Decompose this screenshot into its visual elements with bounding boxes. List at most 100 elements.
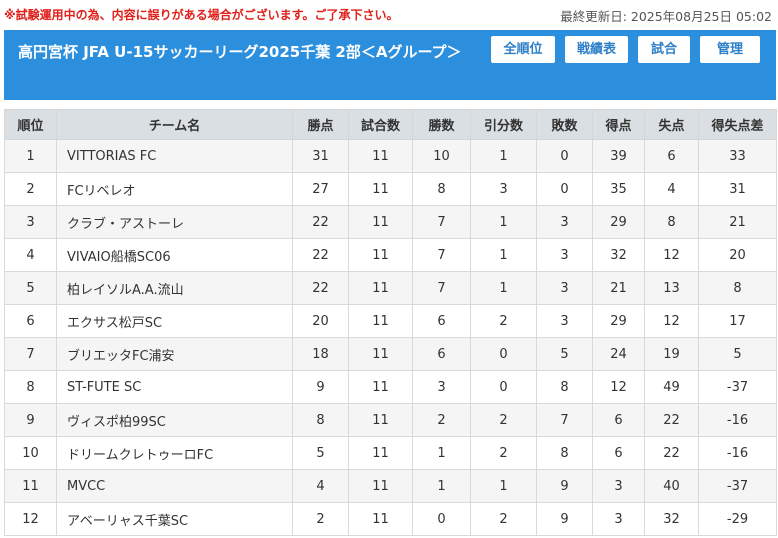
losses-cell: 3 bbox=[536, 238, 593, 272]
col-wins-header: 勝数 bbox=[412, 109, 471, 140]
notice-bar: ※試験運用中の為、内容に誤りがある場合がございます。ご了承下さい。 最終更新日:… bbox=[0, 0, 778, 26]
team-name-cell: ヴィスポ柏99SC bbox=[56, 403, 293, 437]
goals-for-cell: 6 bbox=[592, 403, 645, 437]
played-cell: 11 bbox=[348, 172, 413, 206]
wins-cell: 8 bbox=[412, 172, 471, 206]
draws-cell: 1 bbox=[470, 205, 537, 239]
trial-notice: ※試験運用中の為、内容に誤りがある場合がございます。ご了承下さい。 bbox=[4, 8, 399, 22]
goals-for-cell: 6 bbox=[592, 436, 645, 470]
all-standings-button[interactable]: 全順位 bbox=[491, 36, 555, 63]
goals-against-cell: 4 bbox=[644, 172, 699, 206]
rank-cell: 4 bbox=[4, 238, 57, 272]
rank-cell: 6 bbox=[4, 304, 57, 338]
col-losses-header: 敗数 bbox=[536, 109, 593, 140]
goals-for-cell: 29 bbox=[592, 304, 645, 338]
col-played-header: 試合数 bbox=[348, 109, 413, 140]
col-goal-diff-header: 得失点差 bbox=[698, 109, 777, 140]
rank-cell: 10 bbox=[4, 436, 57, 470]
table-row: 5 柏レイソルA.A.流山 22 11 7 1 3 21 13 8 bbox=[4, 271, 777, 305]
wins-cell: 6 bbox=[412, 337, 471, 371]
goal-diff-cell: -29 bbox=[698, 502, 777, 536]
table-row: 3 クラブ・アストーレ 22 11 7 1 3 29 8 21 bbox=[4, 205, 777, 239]
wins-cell: 3 bbox=[412, 370, 471, 404]
losses-cell: 0 bbox=[536, 139, 593, 173]
page-title: 高円宮杯 JFA U-15サッカーリーグ2025千葉 2部＜Aグループ＞ bbox=[18, 43, 462, 61]
col-goals-for-header: 得点 bbox=[592, 109, 645, 140]
goal-diff-cell: 33 bbox=[698, 139, 777, 173]
standings-body: 1 VITTORIAS FC 31 11 10 1 0 39 6 33 2 FCリベレオ 27 11 8 3 0… bbox=[4, 139, 777, 536]
losses-cell: 3 bbox=[536, 304, 593, 338]
table-row: 10 ドリームクレトゥーロFC 5 11 1 2 8 6 22 -16 bbox=[4, 436, 777, 470]
team-name-cell: アベーリャス千葉SC bbox=[56, 502, 293, 536]
points-cell: 22 bbox=[292, 205, 349, 239]
goals-against-cell: 12 bbox=[644, 304, 699, 338]
draws-cell: 2 bbox=[470, 304, 537, 338]
played-cell: 11 bbox=[348, 337, 413, 371]
points-cell: 22 bbox=[292, 238, 349, 272]
league-header: 高円宮杯 JFA U-15サッカーリーグ2025千葉 2部＜Aグループ＞ 全順位… bbox=[4, 30, 776, 100]
matches-button[interactable]: 試合 bbox=[638, 36, 690, 63]
table-row: 11 MVCC 4 11 1 1 9 3 40 -37 bbox=[4, 469, 777, 503]
losses-cell: 3 bbox=[536, 271, 593, 305]
draws-cell: 1 bbox=[470, 139, 537, 173]
goals-against-cell: 22 bbox=[644, 436, 699, 470]
results-grid-button[interactable]: 戦績表 bbox=[565, 36, 628, 63]
points-cell: 2 bbox=[292, 502, 349, 536]
goals-against-cell: 19 bbox=[644, 337, 699, 371]
points-cell: 20 bbox=[292, 304, 349, 338]
points-cell: 18 bbox=[292, 337, 349, 371]
rank-cell: 1 bbox=[4, 139, 57, 173]
team-name-cell: VITTORIAS FC bbox=[56, 139, 293, 173]
col-rank-header: 順位 bbox=[4, 109, 57, 140]
wins-cell: 6 bbox=[412, 304, 471, 338]
draws-cell: 0 bbox=[470, 370, 537, 404]
goals-for-cell: 24 bbox=[592, 337, 645, 371]
table-row: 4 VIVAIO船橋SC06 22 11 7 1 3 32 12 20 bbox=[4, 238, 777, 272]
goals-for-cell: 21 bbox=[592, 271, 645, 305]
rank-cell: 11 bbox=[4, 469, 57, 503]
losses-cell: 9 bbox=[536, 469, 593, 503]
col-draws-header: 引分数 bbox=[470, 109, 537, 140]
admin-button[interactable]: 管理 bbox=[700, 36, 760, 63]
table-header-row: 順位 チーム名 勝点 試合数 勝数 引分数 敗数 得点 失点 得失点差 bbox=[4, 109, 777, 140]
wins-cell: 2 bbox=[412, 403, 471, 437]
goals-against-cell: 6 bbox=[644, 139, 699, 173]
losses-cell: 8 bbox=[536, 370, 593, 404]
wins-cell: 0 bbox=[412, 502, 471, 536]
losses-cell: 5 bbox=[536, 337, 593, 371]
goal-diff-cell: 21 bbox=[698, 205, 777, 239]
rank-cell: 9 bbox=[4, 403, 57, 437]
goals-against-cell: 32 bbox=[644, 502, 699, 536]
goal-diff-cell: 20 bbox=[698, 238, 777, 272]
played-cell: 11 bbox=[348, 436, 413, 470]
rank-cell: 3 bbox=[4, 205, 57, 239]
points-cell: 5 bbox=[292, 436, 349, 470]
rank-cell: 2 bbox=[4, 172, 57, 206]
points-cell: 9 bbox=[292, 370, 349, 404]
table-row: 9 ヴィスポ柏99SC 8 11 2 2 7 6 22 -16 bbox=[4, 403, 777, 437]
rank-cell: 7 bbox=[4, 337, 57, 371]
wins-cell: 7 bbox=[412, 238, 471, 272]
losses-cell: 3 bbox=[536, 205, 593, 239]
draws-cell: 1 bbox=[470, 469, 537, 503]
goals-for-cell: 39 bbox=[592, 139, 645, 173]
goals-against-cell: 13 bbox=[644, 271, 699, 305]
played-cell: 11 bbox=[348, 403, 413, 437]
points-cell: 4 bbox=[292, 469, 349, 503]
team-name-cell: MVCC bbox=[56, 469, 293, 503]
table-row: 7 ブリエッタFC浦安 18 11 6 0 5 24 19 5 bbox=[4, 337, 777, 371]
draws-cell: 2 bbox=[470, 502, 537, 536]
team-name-cell: 柏レイソルA.A.流山 bbox=[56, 271, 293, 305]
draws-cell: 1 bbox=[470, 271, 537, 305]
goal-diff-cell: -37 bbox=[698, 370, 777, 404]
standings-table: 順位 チーム名 勝点 試合数 勝数 引分数 敗数 得点 失点 得失点差 1 VIT… bbox=[4, 109, 777, 536]
col-points-header: 勝点 bbox=[292, 109, 349, 140]
last-updated: 最終更新日: 2025年08月25日 05:02 bbox=[560, 9, 772, 24]
rank-cell: 8 bbox=[4, 370, 57, 404]
team-name-cell: VIVAIO船橋SC06 bbox=[56, 238, 293, 272]
team-name-cell: ブリエッタFC浦安 bbox=[56, 337, 293, 371]
wins-cell: 1 bbox=[412, 436, 471, 470]
draws-cell: 0 bbox=[470, 337, 537, 371]
wins-cell: 1 bbox=[412, 469, 471, 503]
goal-diff-cell: -37 bbox=[698, 469, 777, 503]
